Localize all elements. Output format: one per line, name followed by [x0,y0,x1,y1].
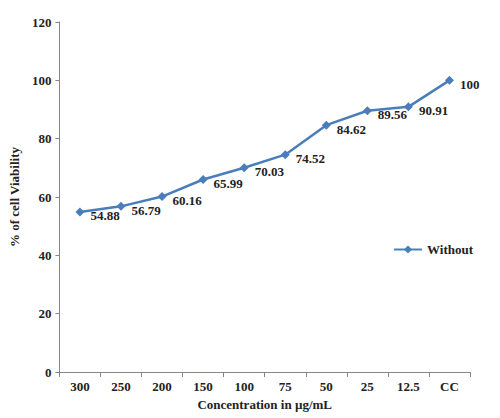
svg-text:25: 25 [361,379,375,394]
svg-text:40: 40 [38,248,51,263]
svg-text:100: 100 [460,77,480,92]
svg-text:% of cell Viability: % of cell Viability [7,146,22,247]
svg-text:74.52: 74.52 [296,151,325,166]
svg-text:100: 100 [32,73,52,88]
svg-text:120: 120 [32,15,52,30]
svg-text:90.91: 90.91 [419,103,448,118]
svg-text:300: 300 [70,379,90,394]
svg-text:65.99: 65.99 [214,176,244,191]
svg-text:60.16: 60.16 [173,193,203,208]
svg-text:89.56: 89.56 [378,107,408,122]
svg-text:100: 100 [234,379,254,394]
svg-text:0: 0 [45,365,52,380]
svg-text:60: 60 [38,190,51,205]
svg-text:250: 250 [111,379,130,394]
svg-text:200: 200 [152,379,172,394]
svg-text:54.88: 54.88 [90,208,120,223]
svg-text:20: 20 [38,306,51,321]
svg-text:56.79: 56.79 [131,203,161,218]
svg-text:150: 150 [193,379,213,394]
svg-text:70.03: 70.03 [255,164,285,179]
svg-text:Without: Without [427,242,474,257]
svg-text:84.62: 84.62 [337,122,366,137]
svg-text:Concentration in µg/mL: Concentration in µg/mL [197,397,332,412]
svg-text:50: 50 [320,379,333,394]
svg-text:CC: CC [440,379,459,394]
svg-text:80: 80 [38,131,51,146]
svg-text:75: 75 [279,379,293,394]
svg-text:12.5: 12.5 [397,379,420,394]
